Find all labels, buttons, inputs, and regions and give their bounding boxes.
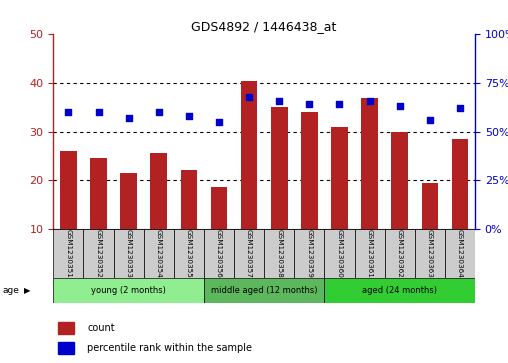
- Bar: [53, 229, 83, 278]
- Bar: [325, 278, 475, 303]
- Point: [245, 94, 253, 99]
- Bar: [415, 229, 445, 278]
- Text: GSM1230358: GSM1230358: [276, 229, 282, 278]
- Text: GSM1230363: GSM1230363: [427, 229, 433, 278]
- Text: GSM1230357: GSM1230357: [246, 229, 252, 278]
- Bar: [294, 229, 325, 278]
- Title: GDS4892 / 1446438_at: GDS4892 / 1446438_at: [192, 20, 337, 33]
- Bar: [204, 278, 325, 303]
- Point: [335, 102, 343, 107]
- Bar: [331, 127, 348, 229]
- Bar: [90, 158, 107, 229]
- Text: percentile rank within the sample: percentile rank within the sample: [87, 343, 252, 353]
- Bar: [355, 229, 385, 278]
- Bar: [150, 154, 167, 229]
- Bar: [241, 81, 258, 229]
- Text: age: age: [3, 286, 19, 295]
- Text: middle aged (12 months): middle aged (12 months): [211, 286, 318, 295]
- Text: GSM1230353: GSM1230353: [125, 229, 132, 278]
- Point: [154, 109, 163, 115]
- Bar: [83, 229, 114, 278]
- Point: [275, 98, 283, 103]
- Bar: [204, 229, 234, 278]
- Bar: [234, 229, 264, 278]
- Bar: [180, 170, 197, 229]
- Bar: [422, 183, 438, 229]
- Point: [396, 103, 404, 109]
- Text: GSM1230351: GSM1230351: [66, 229, 72, 278]
- Bar: [114, 229, 144, 278]
- Point: [65, 109, 73, 115]
- Text: GSM1230354: GSM1230354: [156, 229, 162, 278]
- Text: GSM1230362: GSM1230362: [397, 229, 403, 278]
- Point: [185, 113, 193, 119]
- Bar: [264, 229, 294, 278]
- Bar: [53, 278, 204, 303]
- Bar: [445, 229, 475, 278]
- Text: GSM1230361: GSM1230361: [367, 229, 372, 278]
- Text: aged (24 months): aged (24 months): [362, 286, 437, 295]
- Bar: [120, 173, 137, 229]
- Text: GSM1230355: GSM1230355: [186, 229, 192, 278]
- Point: [124, 115, 133, 121]
- Point: [456, 105, 464, 111]
- Text: count: count: [87, 323, 115, 333]
- Bar: [301, 112, 318, 229]
- Text: GSM1230359: GSM1230359: [306, 229, 312, 278]
- Text: GSM1230360: GSM1230360: [336, 229, 342, 278]
- Point: [94, 109, 103, 115]
- Bar: [391, 131, 408, 229]
- Bar: [325, 229, 355, 278]
- Bar: [271, 107, 288, 229]
- Bar: [60, 151, 77, 229]
- Text: GSM1230364: GSM1230364: [457, 229, 463, 278]
- Point: [365, 98, 373, 103]
- Bar: [57, 342, 74, 354]
- Bar: [452, 139, 468, 229]
- Bar: [211, 187, 227, 229]
- Bar: [174, 229, 204, 278]
- Point: [305, 102, 313, 107]
- Text: ▶: ▶: [24, 286, 31, 295]
- Text: young (2 months): young (2 months): [91, 286, 166, 295]
- Text: GSM1230356: GSM1230356: [216, 229, 222, 278]
- Text: GSM1230352: GSM1230352: [96, 229, 102, 278]
- Bar: [361, 98, 378, 229]
- Bar: [385, 229, 415, 278]
- Bar: [57, 322, 74, 334]
- Bar: [144, 229, 174, 278]
- Point: [426, 117, 434, 123]
- Point: [215, 119, 223, 125]
